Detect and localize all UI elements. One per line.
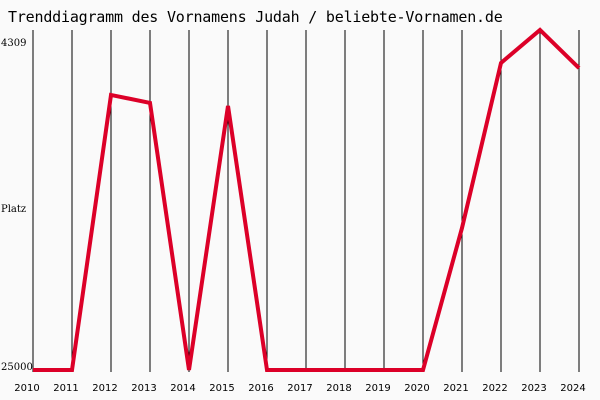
- x-tick-2022: 2022: [482, 383, 507, 394]
- x-tick-2018: 2018: [326, 383, 351, 394]
- y-tick-bottom: 25000: [1, 362, 33, 373]
- chart-title: Trenddiagramm des Vornamens Judah / beli…: [8, 8, 503, 26]
- x-tick-2021: 2021: [443, 383, 468, 394]
- x-tick-2014: 2014: [170, 383, 195, 394]
- x-tick-2023: 2023: [521, 383, 546, 394]
- x-tick-2019: 2019: [365, 383, 390, 394]
- x-tick-2016: 2016: [248, 383, 273, 394]
- x-tick-2017: 2017: [287, 383, 312, 394]
- x-tick-2024: 2024: [560, 383, 585, 394]
- y-axis-label: Platz: [1, 204, 26, 215]
- x-tick-2012: 2012: [92, 383, 117, 394]
- x-tick-2010: 2010: [14, 383, 39, 394]
- x-tick-2013: 2013: [131, 383, 156, 394]
- x-tick-2015: 2015: [209, 383, 234, 394]
- x-tick-2011: 2011: [53, 383, 78, 394]
- x-tick-2020: 2020: [404, 383, 429, 394]
- y-tick-top: 4309: [1, 38, 26, 49]
